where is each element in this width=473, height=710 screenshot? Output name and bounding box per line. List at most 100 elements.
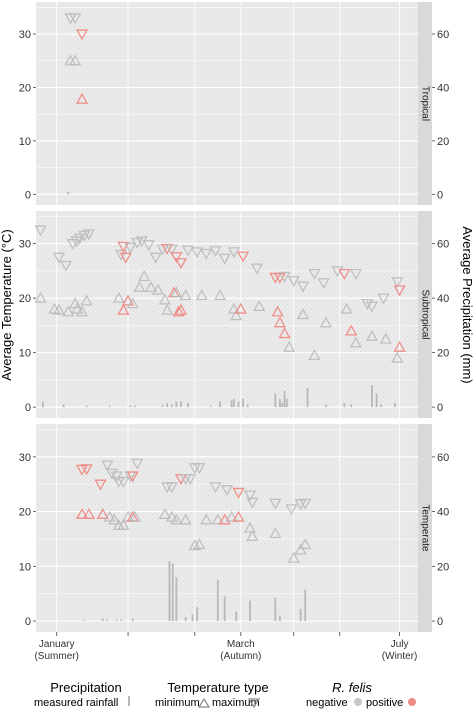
x-tick-sublabel: (Summer) — [34, 651, 78, 662]
max-temp-point-positive — [117, 241, 130, 253]
x-tick-sublabel: (Winter) — [382, 651, 418, 662]
facet-label-tropical: Tropical — [420, 86, 431, 121]
min-temp-point-negative — [128, 510, 142, 522]
x-axis: January(Summer) March(Autumn) July(Winter) — [34, 632, 417, 662]
y2-tick-label: 0 — [437, 402, 443, 414]
y-tick-label: 30 — [19, 452, 31, 464]
min-temp-point-positive — [174, 303, 188, 315]
rainfall-bar — [120, 619, 123, 622]
y2-tick-label: 60 — [437, 452, 449, 464]
max-temp-point-negative — [361, 298, 374, 310]
max-temp-point-negative — [220, 485, 234, 497]
max-temp-point-negative — [69, 13, 82, 25]
y-tick-label: 0 — [25, 402, 31, 414]
rainfall-bar — [170, 404, 173, 408]
min-temp-point-negative — [170, 286, 183, 298]
max-temp-point-negative — [278, 271, 291, 283]
min-temp-point-negative — [52, 303, 66, 315]
rainfall-bar — [299, 608, 302, 622]
min-temp-point-negative — [287, 551, 300, 563]
rainfall-bar — [350, 404, 353, 408]
max-temp-point-negative — [110, 471, 123, 483]
min-temp-point-negative — [34, 291, 47, 303]
min-temp-point-negative — [117, 518, 130, 530]
max-temp-point-negative — [124, 242, 137, 254]
rainfall-bar — [180, 401, 182, 408]
rainfall-bar — [274, 597, 277, 622]
y-tick-label: 20 — [19, 82, 31, 94]
y2-axis-label: Average Precipitation (mm) — [460, 226, 473, 383]
min-temp-point-negative — [227, 302, 241, 314]
min-temp-point-negative — [269, 527, 282, 539]
rainfall-bar — [233, 398, 235, 408]
panel-background — [36, 2, 418, 205]
rainfall-bar — [42, 401, 44, 408]
x-tick-label: July — [391, 639, 409, 650]
rainfall-bar — [249, 600, 251, 622]
rainfall-bar — [281, 403, 284, 408]
min-temp-point-negative — [349, 336, 362, 348]
min-temp-point-negative — [80, 294, 93, 306]
y2-tick-label: 40 — [437, 293, 449, 305]
max-temp-point-negative — [34, 225, 47, 237]
y-tick-label: 0 — [25, 189, 31, 201]
rainfall-bar — [230, 400, 233, 408]
rainfall-bar — [166, 403, 169, 408]
rainfall-bar — [168, 560, 171, 622]
rainfall-bar — [175, 401, 178, 408]
max-temp-point-negative — [131, 458, 144, 470]
legend-maximum-triangle-icon — [247, 698, 261, 709]
max-temp-point-negative — [349, 268, 362, 280]
max-temp-point-negative — [184, 474, 197, 486]
max-temp-point-positive — [232, 487, 245, 499]
max-temp-point-positive — [94, 479, 107, 491]
rainfall-bar — [134, 405, 136, 408]
max-temp-point-negative — [285, 504, 298, 516]
rainfall-bar — [186, 403, 189, 408]
y-tick-label: 10 — [19, 136, 31, 148]
legend-precipitation-title: Precipitation — [50, 680, 122, 695]
min-temp-point-negative — [69, 54, 82, 66]
max-temp-point-negative — [269, 498, 282, 510]
panel-background — [36, 211, 418, 418]
legend-precipitation: Precipitation measured rainfall — [34, 680, 130, 709]
facet-label-subtropical: Subtropical — [420, 289, 431, 339]
rainfall-bar — [375, 393, 378, 408]
max-temp-point-negative — [105, 468, 119, 480]
rainfall-bar — [325, 404, 327, 408]
max-temp-point-negative — [115, 249, 128, 261]
rainfall-bar — [67, 191, 70, 195]
max-temp-point-negative — [190, 247, 204, 259]
min-temp-point-positive — [345, 324, 358, 336]
max-temp-point-negative — [296, 281, 310, 293]
rainfall-bar — [161, 404, 164, 408]
min-temp-point-positive — [271, 305, 284, 317]
rainfall-bar — [279, 398, 281, 408]
min-temp-point-negative — [246, 529, 259, 541]
legend-negative-label: negative — [306, 697, 348, 709]
min-temp-point-positive — [232, 510, 245, 522]
min-temp-point-negative — [230, 309, 243, 321]
x-tick-sublabel: (Autumn) — [220, 651, 261, 662]
min-temp-point-negative — [340, 302, 353, 314]
min-temp-point-positive — [75, 507, 89, 519]
panels-layer: 0 10 20 30 0 20 40 60 Tropical 0 10 20 30 0 20 40 60 Subt… — [19, 2, 449, 632]
rainfall-bar — [83, 619, 86, 622]
min-temp-point-negative — [179, 289, 192, 301]
min-temp-point-positive — [117, 303, 130, 315]
max-temp-point-negative — [82, 229, 96, 241]
min-temp-point-negative — [391, 351, 404, 363]
y-tick-label: 30 — [19, 29, 31, 41]
min-temp-point-negative — [126, 297, 139, 309]
max-temp-point-negative — [209, 482, 222, 494]
max-temp-point-negative — [218, 253, 231, 265]
max-temp-point-negative — [391, 277, 404, 289]
max-temp-point-positive — [338, 268, 351, 280]
rainfall-bar — [371, 385, 373, 408]
min-temp-point-negative — [138, 270, 151, 282]
y-tick-label: 10 — [19, 348, 31, 360]
min-temp-point-positive — [82, 507, 96, 519]
max-temp-point-negative — [209, 246, 222, 258]
rainfall-bar — [242, 398, 245, 408]
min-temp-point-negative — [108, 513, 121, 525]
